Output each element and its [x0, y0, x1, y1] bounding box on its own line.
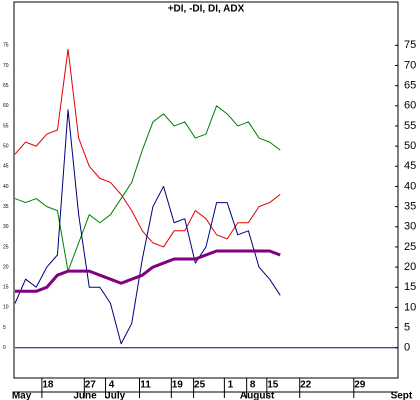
- x-tick-label: 8: [250, 380, 256, 391]
- x-tick-label: 4: [109, 380, 115, 391]
- y-tick-label-left: 65: [3, 83, 9, 89]
- series-line: [14, 109, 281, 345]
- month-label: August: [240, 391, 275, 400]
- y-tick-label-left: 5: [3, 325, 6, 331]
- x-tick-label: 11: [140, 380, 151, 391]
- y-tick-label-left: 70: [3, 63, 9, 69]
- y-tick-label-left: 40: [3, 184, 9, 190]
- x-tick-label: 18: [42, 380, 54, 391]
- x-tick-label: 19: [172, 380, 184, 391]
- y-tick-label-right: 30: [404, 221, 416, 233]
- series-line: [14, 48, 281, 248]
- y-tick-label-right: 25: [404, 241, 416, 253]
- y-tick-label-right: 55: [404, 120, 416, 132]
- y-tick-label-left: 35: [3, 204, 9, 210]
- y-tick-label-left: 25: [3, 244, 9, 250]
- month-label: July: [105, 391, 125, 400]
- month-label: May: [12, 391, 32, 400]
- y-tick-label-left: 60: [3, 103, 9, 109]
- y-tick-label-left: 30: [3, 224, 9, 230]
- y-tick-label-right: 15: [404, 281, 416, 293]
- y-tick-label-left: 75: [3, 43, 9, 49]
- y-tick-label-right: 5: [404, 321, 410, 333]
- y-tick-label-left: 55: [3, 123, 9, 129]
- series-line: [14, 105, 281, 272]
- y-tick-label-right: 45: [404, 160, 416, 172]
- y-tick-label-left: 10: [3, 305, 9, 311]
- chart-title: +DI, -DI, DI, ADX: [168, 4, 245, 15]
- y-tick-label-left: 20: [3, 264, 9, 270]
- y-tick-label-right: 40: [404, 180, 416, 192]
- month-label: June: [73, 391, 97, 400]
- y-tick-label-left: 0: [3, 345, 6, 351]
- y-tick-label-right: 10: [404, 301, 416, 313]
- y-tick-label-right: 70: [404, 59, 416, 71]
- x-tick-label: 25: [194, 380, 206, 391]
- y-tick-label-left: 50: [3, 143, 9, 149]
- y-tick-label-right: 20: [404, 261, 416, 273]
- y-tick-label-left: 15: [3, 285, 9, 291]
- x-tick-label: 1: [228, 380, 234, 391]
- y-tick-label-right: 0: [404, 342, 410, 354]
- x-tick-label: 22: [300, 380, 312, 391]
- y-tick-label-right: 60: [404, 100, 416, 112]
- x-tick-label: 27: [85, 380, 97, 391]
- y-tick-label-left: 45: [3, 164, 9, 170]
- x-tick-label: 29: [354, 380, 366, 391]
- plot-frame: [13, 1, 399, 379]
- y-tick-label-right: 75: [404, 39, 416, 51]
- y-tick-label-right: 35: [404, 201, 416, 213]
- y-tick-label-right: 65: [404, 80, 416, 92]
- series-line: [15, 249, 281, 293]
- y-tick-label-right: 50: [404, 140, 416, 152]
- x-tick-label: 15: [267, 380, 279, 391]
- month-label: Sept: [391, 391, 413, 400]
